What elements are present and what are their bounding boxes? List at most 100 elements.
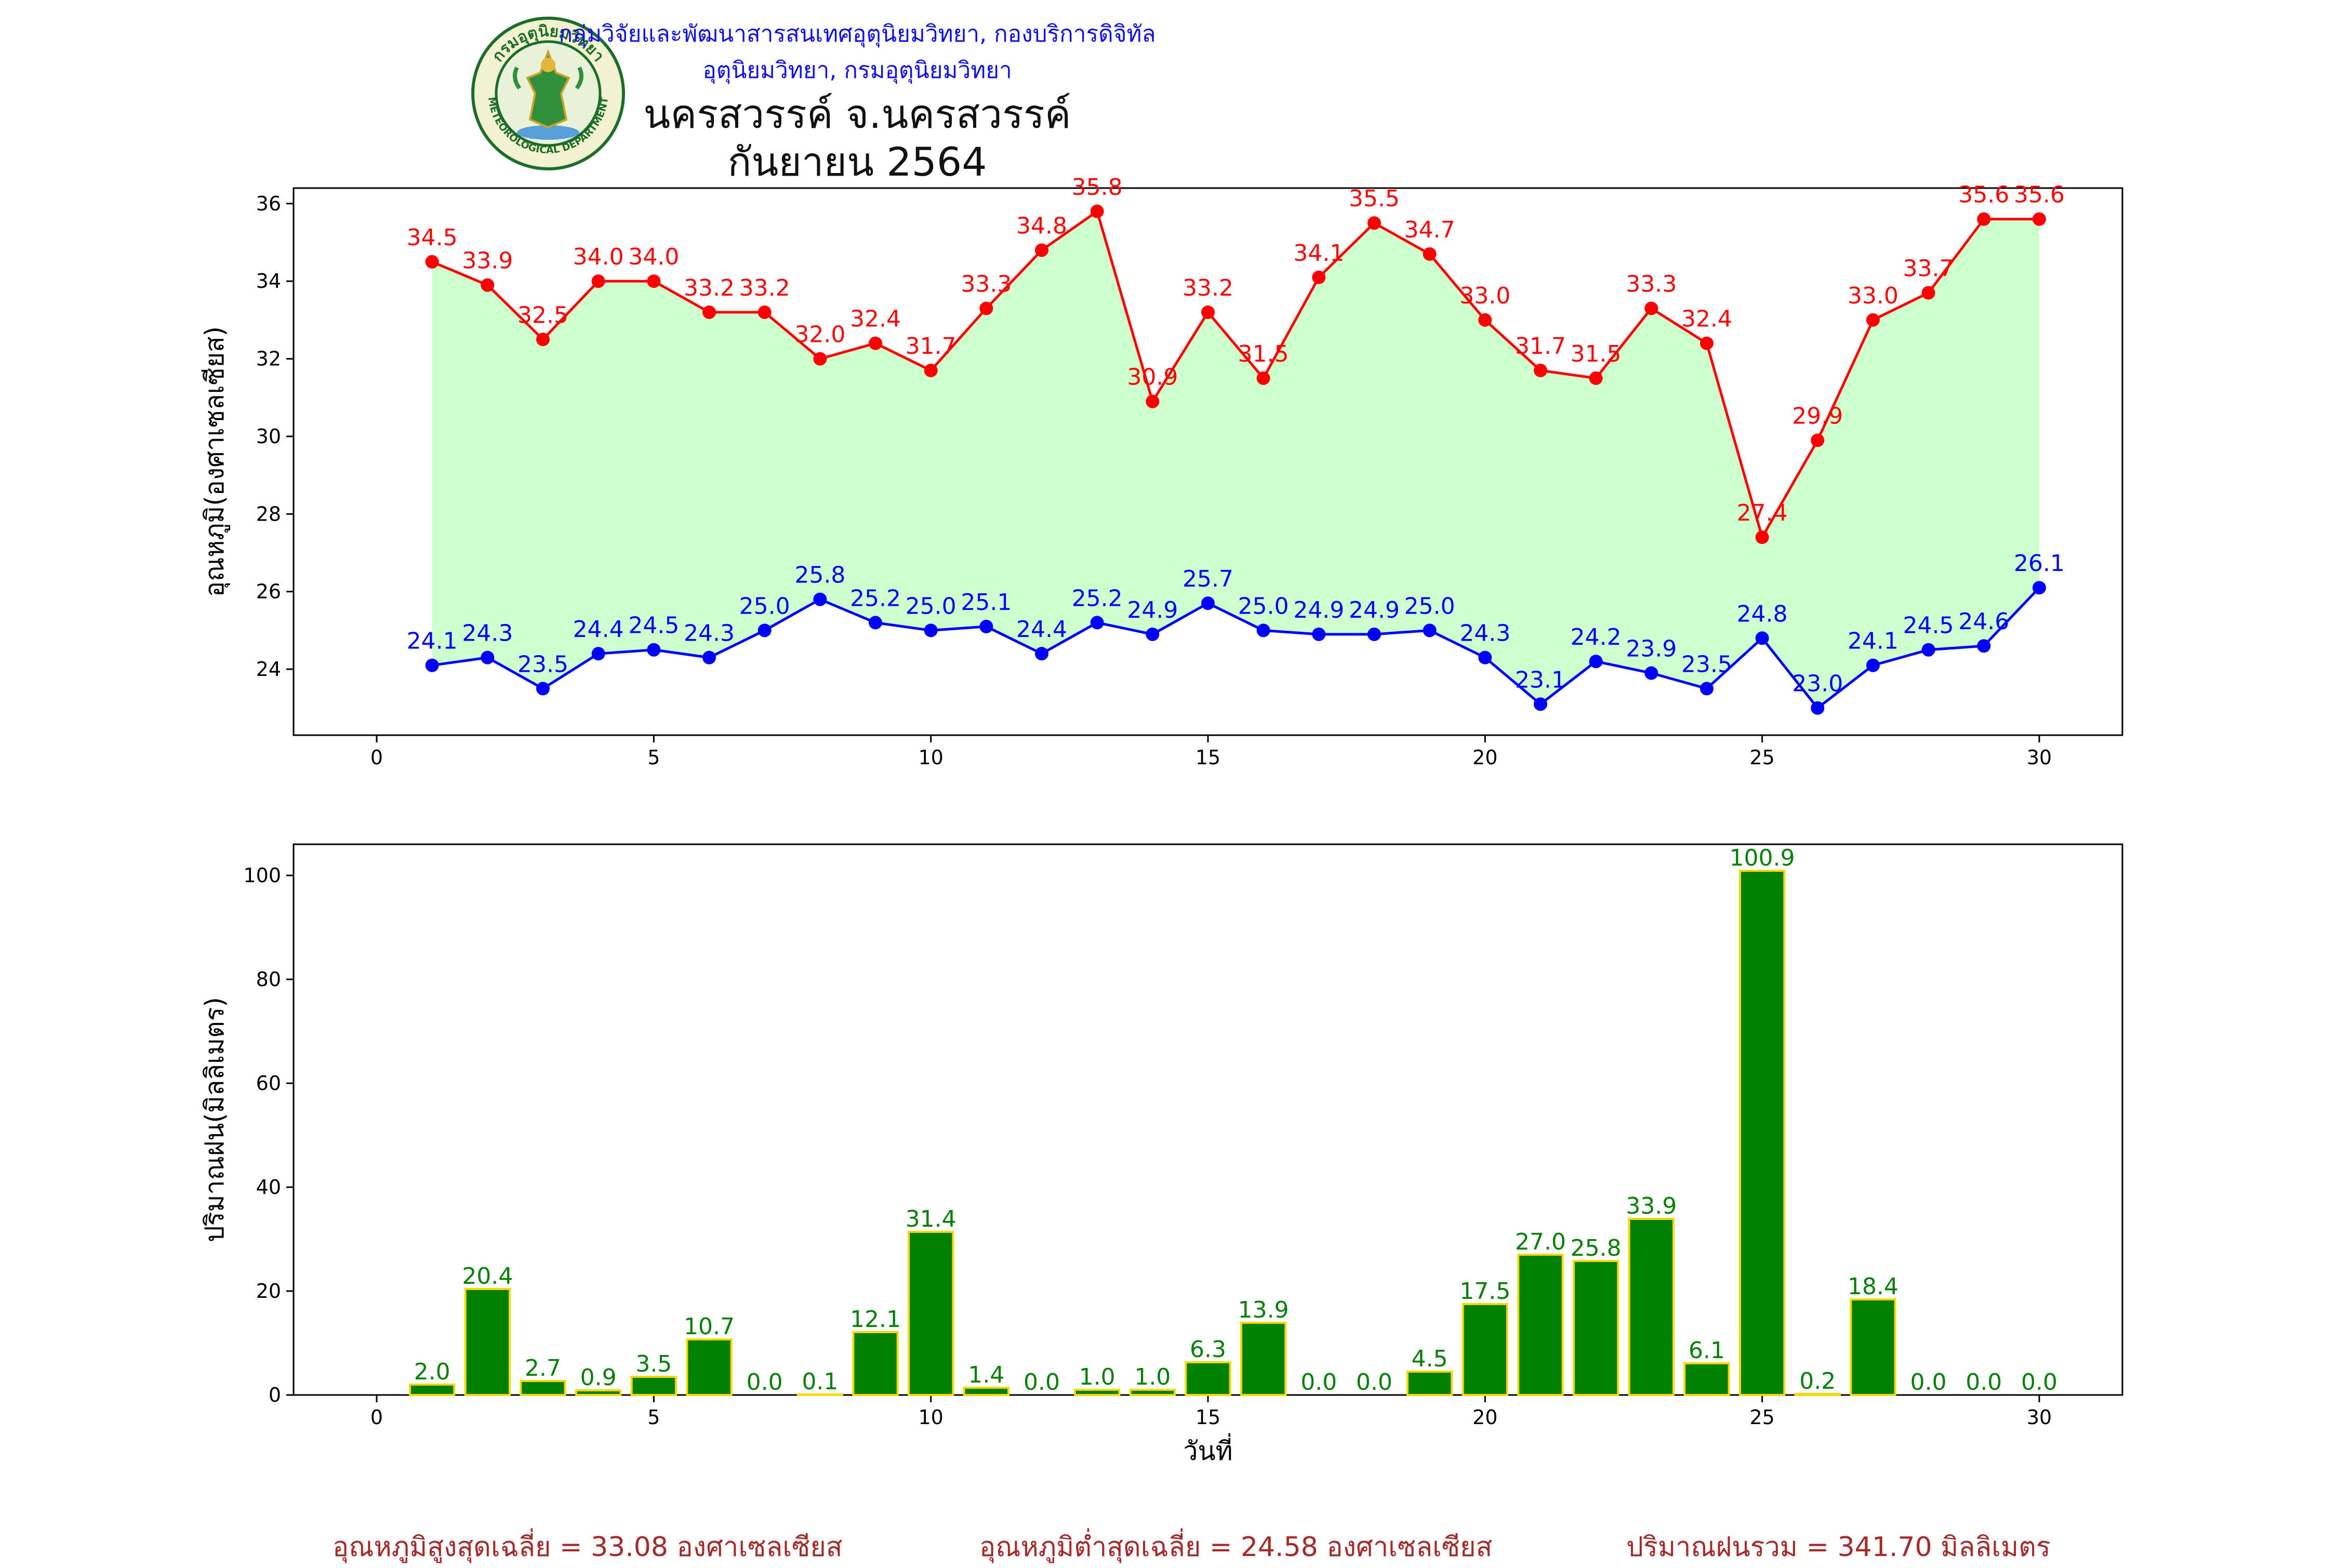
min-temp-label: 24.2 xyxy=(1571,624,1622,650)
rain-label: 4.5 xyxy=(1412,1346,1448,1372)
rain-label: 20.4 xyxy=(462,1263,513,1290)
max-temp-label: 34.0 xyxy=(628,244,679,270)
min-temp-point xyxy=(1312,627,1326,641)
rain-label: 0.0 xyxy=(1356,1369,1392,1396)
rain-bar xyxy=(908,1231,954,1396)
x-tick-label: 20 xyxy=(1472,746,1497,769)
min-temp-label: 26.1 xyxy=(2014,550,2065,577)
max-temp-point xyxy=(1755,530,1769,544)
max-temp-label: 32.4 xyxy=(1681,306,1732,333)
y-tick-label: 0 xyxy=(269,1384,281,1406)
max-temp-label: 33.0 xyxy=(1848,283,1898,309)
y-tick-label: 32 xyxy=(256,348,281,370)
max-temp-point xyxy=(2033,212,2046,226)
rain-label: 1.0 xyxy=(1134,1364,1171,1390)
rain-label: 0.1 xyxy=(802,1368,838,1395)
min-temp-point xyxy=(2033,581,2046,595)
max-temp-label: 35.6 xyxy=(1958,182,2009,208)
max-temp-line xyxy=(431,209,2039,541)
rainfall-chart: 0 5 10 15 20 25 30 0 20 40 60 80 100 ปริมาณฝน(มิลลิเม… xyxy=(200,843,2123,1466)
x-tick-label: 10 xyxy=(918,746,943,769)
y-tick-label: 34 xyxy=(256,270,281,293)
min-temp-point xyxy=(1534,697,1547,711)
rain-bar xyxy=(1573,1260,1619,1396)
x-tick-label: 5 xyxy=(647,746,660,769)
max-temp-label: 33.2 xyxy=(1183,275,1233,301)
min-temp-point xyxy=(1035,647,1048,661)
x-tick-label: 15 xyxy=(1195,1406,1220,1429)
min-temp-point xyxy=(1201,596,1215,610)
min-temp-point xyxy=(1644,666,1658,680)
plot-frame xyxy=(293,843,2123,1396)
max-temp-point xyxy=(979,301,993,315)
min-temp-label: 24.1 xyxy=(1848,628,1898,655)
station-title: นครสวรรค์ จ.นครสวรรค์ xyxy=(643,91,1071,137)
rain-label: 0.0 xyxy=(747,1369,783,1396)
x-tick-label: 30 xyxy=(2027,746,2052,769)
max-temp-point xyxy=(758,305,772,319)
max-temp-label: 30.9 xyxy=(1127,364,1178,391)
rain-bar xyxy=(1794,1393,1841,1396)
rain-label: 6.1 xyxy=(1689,1337,1725,1364)
min-temp-label: 24.3 xyxy=(1459,620,1510,647)
max-temp-point xyxy=(1866,313,1880,327)
rain-bar xyxy=(1462,1303,1509,1396)
rain-label: 31.4 xyxy=(906,1206,957,1232)
min-temp-label: 25.0 xyxy=(906,593,957,619)
min-temp-point xyxy=(481,650,495,665)
rain-label: 17.5 xyxy=(1459,1278,1510,1305)
y-tick-label: 80 xyxy=(256,968,281,991)
y-tick-label: 40 xyxy=(256,1176,281,1199)
max-temp-label: 34.5 xyxy=(407,224,458,251)
min-temp-point xyxy=(1146,627,1160,641)
max-temp-label: 34.0 xyxy=(573,244,624,270)
rain-bar xyxy=(1406,1371,1453,1396)
min-temp-label: 25.0 xyxy=(1404,593,1455,619)
min-temp-point xyxy=(1090,616,1104,630)
x-tick-label: 10 xyxy=(918,1406,943,1429)
max-temp-label: 34.8 xyxy=(1016,212,1067,239)
max-temp-point xyxy=(1977,212,1991,226)
max-temp-point xyxy=(1589,371,1603,385)
min-temp-line xyxy=(432,587,2040,710)
rain-bar xyxy=(1074,1389,1121,1396)
rain-label: 3.5 xyxy=(635,1351,672,1377)
rain-label: 0.2 xyxy=(1799,1368,1836,1394)
max-temp-point xyxy=(1146,394,1160,408)
y-axis-label: อุณหภูมิ(องศาเซลเซียส) xyxy=(200,326,230,597)
min-temp-label: 24.4 xyxy=(1016,616,1067,643)
rain-label: 27.0 xyxy=(1515,1229,1566,1255)
max-temp-point xyxy=(1811,433,1825,447)
max-temp-point xyxy=(1478,313,1492,327)
rain-label: 25.8 xyxy=(1571,1235,1622,1261)
y-tick-label: 60 xyxy=(256,1072,281,1095)
max-temp-point xyxy=(647,274,661,288)
summary-footer: อุณหภูมิสูงสุดเฉลี่ย = 33.08 องศาเซลเซีย… xyxy=(0,1525,2338,1563)
rain-bar xyxy=(1517,1254,1564,1396)
max-temp-label: 33.2 xyxy=(684,275,735,301)
max-temp-point xyxy=(481,278,495,292)
rain-label: 1.0 xyxy=(1079,1364,1115,1390)
min-temp-label: 25.2 xyxy=(850,585,901,612)
rain-label: 2.0 xyxy=(414,1359,450,1385)
min-temp-label: 24.9 xyxy=(1293,597,1344,623)
max-temp-label: 35.6 xyxy=(2014,182,2065,208)
y-tick-label: 28 xyxy=(256,502,281,525)
min-temp-point xyxy=(1478,650,1492,665)
y-tick-label: 24 xyxy=(256,658,281,681)
min-temp-label: 23.1 xyxy=(1515,667,1566,693)
max-temp-point xyxy=(1090,204,1104,218)
y-tick-label: 26 xyxy=(256,580,281,603)
meteorological-department-logo: กรมอุตุนิยมวิทยา METEOROLOGICAL DEPARTME… xyxy=(471,17,625,170)
rain-bar xyxy=(796,1393,843,1396)
min-temp-point xyxy=(869,616,882,630)
rain-label: 0.0 xyxy=(1910,1369,1947,1396)
min-temp-label: 24.9 xyxy=(1127,597,1178,623)
max-temp-label: 32.4 xyxy=(850,306,901,333)
rain-bar xyxy=(575,1389,622,1396)
min-temp-point xyxy=(1921,643,1935,657)
rain-bar xyxy=(686,1338,733,1396)
y-tick-label: 36 xyxy=(256,192,281,215)
min-temp-point xyxy=(1256,623,1270,637)
rain-bar xyxy=(630,1376,677,1396)
